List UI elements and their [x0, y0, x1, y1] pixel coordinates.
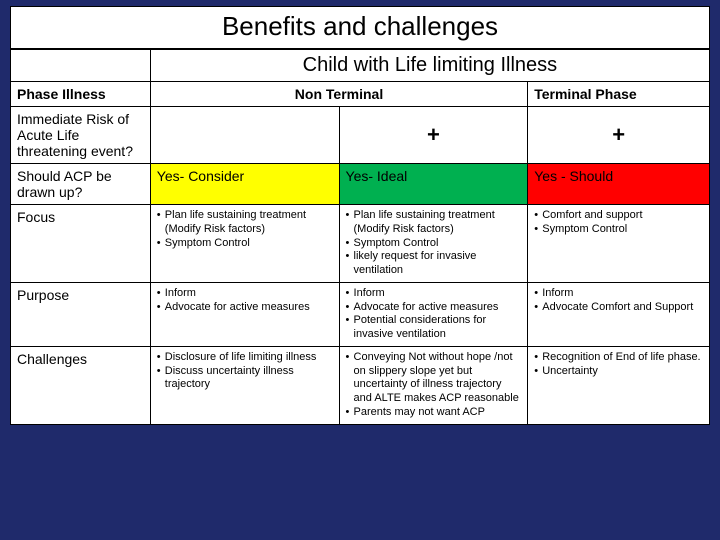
acp-ideal: Yes- Ideal: [339, 164, 528, 205]
focus-c2: Plan life sustaining treatment (Modify R…: [339, 205, 528, 283]
focus-c1: Plan life sustaining treatment (Modify R…: [150, 205, 339, 283]
bullet-item: Inform: [346, 287, 522, 301]
purpose-c1: InformAdvocate for active measures: [150, 282, 339, 346]
super-header: Child with Life limiting Illness: [150, 50, 709, 82]
bullet-item: Advocate for active measures: [346, 301, 522, 315]
row-acp-label: Should ACP be drawn up?: [11, 164, 151, 205]
acp-consider: Yes- Consider: [150, 164, 339, 205]
row-purpose-label: Purpose: [11, 282, 151, 346]
slide-title: Benefits and challenges: [10, 6, 710, 49]
row-challenges-label: Challenges: [11, 346, 151, 424]
focus-c3: Comfort and supportSymptom Control: [528, 205, 710, 283]
bullet-item: Inform: [157, 287, 333, 301]
bullet-item: Plan life sustaining treatment (Modify R…: [346, 209, 522, 237]
bullet-item: Conveying Not without hope /not on slipp…: [346, 351, 522, 406]
terminal-header: Terminal Phase: [528, 82, 710, 107]
bullet-item: Inform: [534, 287, 703, 301]
risk-col3: +: [528, 107, 710, 164]
bullet-item: Symptom Control: [534, 223, 703, 237]
challenges-c1: Disclosure of life limiting illnessDiscu…: [150, 346, 339, 424]
purpose-c3: InformAdvocate Comfort and Support: [528, 282, 710, 346]
row-immediate-risk: Immediate Risk of Acute Life threatening…: [11, 107, 151, 164]
bullet-item: Potential considerations for invasive ve…: [346, 314, 522, 342]
bullet-item: Symptom Control: [157, 237, 333, 251]
bullet-item: Discuss uncertainty illness trajectory: [157, 365, 333, 393]
bullet-item: Symptom Control: [346, 237, 522, 251]
bullet-item: Uncertainty: [534, 365, 703, 379]
risk-col1: [150, 107, 339, 164]
phase-illness-label: Phase Illness: [11, 82, 151, 107]
acp-should: Yes - Should: [528, 164, 710, 205]
bullet-item: Comfort and support: [534, 209, 703, 223]
bullet-item: Disclosure of life limiting illness: [157, 351, 333, 365]
risk-col2: +: [339, 107, 528, 164]
row-focus-label: Focus: [11, 205, 151, 283]
empty-header-cell: [11, 50, 151, 82]
non-terminal-header: Non Terminal: [150, 82, 527, 107]
bullet-item: Advocate for active measures: [157, 301, 333, 315]
bullet-item: Advocate Comfort and Support: [534, 301, 703, 315]
purpose-c2: InformAdvocate for active measuresPotent…: [339, 282, 528, 346]
bullet-item: likely request for invasive ventilation: [346, 250, 522, 278]
bullet-item: Recognition of End of life phase.: [534, 351, 703, 365]
benefits-table: Child with Life limiting Illness Phase I…: [10, 49, 710, 425]
bullet-item: Plan life sustaining treatment (Modify R…: [157, 209, 333, 237]
challenges-c3: Recognition of End of life phase.Uncerta…: [528, 346, 710, 424]
bullet-item: Parents may not want ACP: [346, 406, 522, 420]
challenges-c2: Conveying Not without hope /not on slipp…: [339, 346, 528, 424]
